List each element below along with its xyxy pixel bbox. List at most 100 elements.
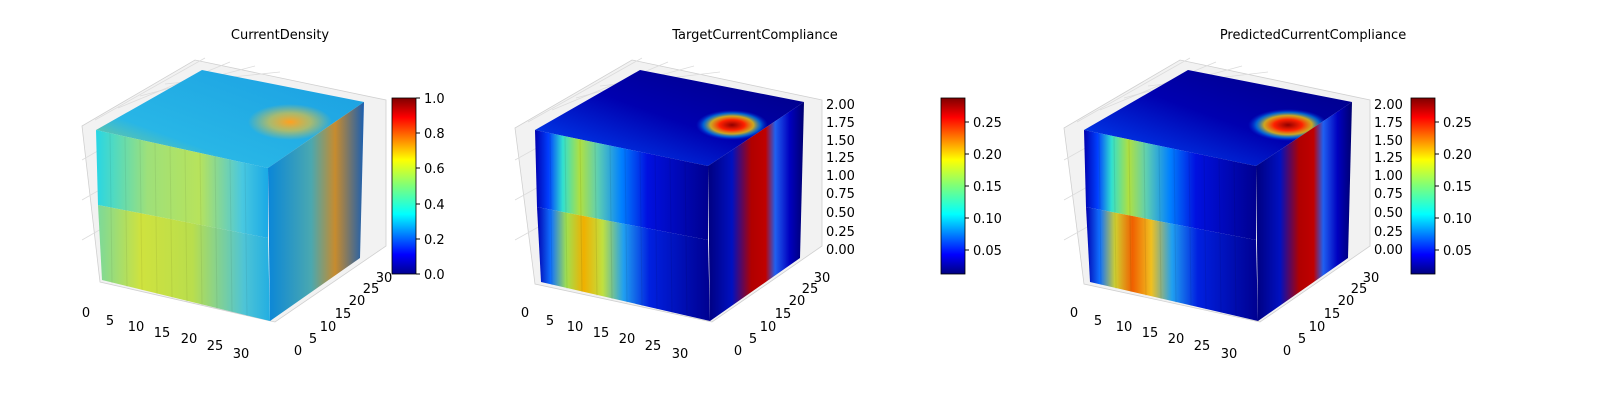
subplot-title: CurrentDensity <box>231 28 330 43</box>
top-face-hotspot <box>696 110 768 140</box>
colorbar-tick: 0.10 <box>1443 212 1472 227</box>
y-tick: 5 <box>1298 332 1306 347</box>
x-tick: 30 <box>672 347 689 362</box>
x-tick: 20 <box>181 332 198 347</box>
x-tick: 5 <box>106 314 114 329</box>
y-tick: 10 <box>320 320 337 335</box>
z-tick: 0.00 <box>1374 243 1403 258</box>
x-tick: 10 <box>128 320 145 335</box>
voxel-edges <box>1098 132 1237 317</box>
y-tick: 10 <box>1309 320 1326 335</box>
y-tick: 15 <box>335 307 352 322</box>
colorbar-gradient <box>391 97 417 275</box>
voxel-edges <box>109 132 248 317</box>
colorbar-tick: 0.15 <box>1443 180 1472 195</box>
colorbar-tick: 0.0 <box>424 268 445 283</box>
subplot-title: TargetCurrentCompliance <box>671 28 838 43</box>
y-tick: 15 <box>775 307 792 322</box>
colorbar-tick: 0.4 <box>424 198 445 213</box>
z-tick: 1.00 <box>826 169 855 184</box>
y-tick: 25 <box>363 282 380 297</box>
colorbar-gradient <box>1410 97 1436 275</box>
subplot-current-density: CurrentDensity 0 5 10 15 20 <box>81 28 445 362</box>
subplot-predicted-current-compliance: PredictedCurrentCompliance 0 5 10 15 20 … <box>1063 28 1472 362</box>
z-tick-labels: 0.00 0.25 0.50 0.75 1.00 1.25 1.50 1.75 … <box>826 98 855 258</box>
y-tick: 10 <box>760 320 777 335</box>
x-tick: 25 <box>645 339 662 354</box>
x-tick: 10 <box>567 320 584 335</box>
x-tick: 15 <box>1142 326 1159 341</box>
z-tick: 2.00 <box>826 98 855 113</box>
y-tick-labels: 0 5 10 15 20 25 30 <box>734 271 830 359</box>
y-tick: 15 <box>1324 307 1341 322</box>
side-face <box>268 102 364 321</box>
z-tick: 1.25 <box>826 151 855 166</box>
front-face-upper <box>1084 130 1256 240</box>
top-face <box>535 70 804 166</box>
z-tick-labels: 0.00 0.25 0.50 0.75 1.00 1.25 1.50 1.75 … <box>1374 98 1403 258</box>
front-face-upper <box>535 130 708 240</box>
colorbar-tick: 0.05 <box>1443 244 1472 259</box>
top-face-hotspot <box>248 104 332 140</box>
x-tick-labels: 0 5 10 15 20 25 30 <box>521 306 688 362</box>
y-tick: 30 <box>814 271 831 286</box>
y-tick: 25 <box>1351 282 1368 297</box>
x-tick: 0 <box>1070 306 1078 321</box>
x-tick: 20 <box>1168 332 1185 347</box>
x-tick-labels: 0 5 10 15 20 25 30 <box>1070 306 1237 362</box>
z-tick: 0.25 <box>1374 225 1403 240</box>
y-tick: 20 <box>1338 294 1355 309</box>
z-tick: 2.00 <box>1374 98 1403 113</box>
z-tick: 0.50 <box>1374 206 1403 221</box>
colorbar-gradient <box>940 97 966 275</box>
colorbar-tick: 0.2 <box>424 233 445 248</box>
front-face-lower <box>537 207 710 321</box>
z-tick: 1.00 <box>1374 169 1403 184</box>
top-face <box>1084 70 1352 166</box>
z-tick: 0.75 <box>826 187 855 202</box>
z-tick: 0.50 <box>826 206 855 221</box>
z-tick: 0.75 <box>1374 187 1403 202</box>
z-tick: 1.25 <box>1374 151 1403 166</box>
y-tick: 25 <box>802 282 819 297</box>
x-tick: 30 <box>1221 347 1238 362</box>
y-tick: 5 <box>749 332 757 347</box>
y-tick: 0 <box>294 344 302 359</box>
x-tick: 25 <box>207 339 224 354</box>
x-tick: 30 <box>233 347 250 362</box>
y-tick: 0 <box>734 344 742 359</box>
front-face-lower <box>98 205 270 321</box>
y-tick-labels: 0 5 10 15 20 25 30 <box>1283 271 1379 359</box>
z-tick: 0.25 <box>826 225 855 240</box>
x-tick: 20 <box>619 332 636 347</box>
x-tick: 15 <box>593 326 610 341</box>
x-tick: 25 <box>1194 339 1211 354</box>
front-face-lower <box>1086 207 1258 321</box>
colorbar: 0.0 0.2 0.4 0.6 0.8 1.0 <box>391 92 445 283</box>
colorbar: 0.05 0.10 0.15 0.20 0.25 <box>1410 97 1472 275</box>
y-tick: 30 <box>376 271 393 286</box>
x-tick: 0 <box>82 306 90 321</box>
z-tick: 1.75 <box>826 116 855 131</box>
colorbar-tick: 0.05 <box>973 244 1002 259</box>
colorbar-tick: 0.10 <box>973 212 1002 227</box>
y-tick: 20 <box>349 294 366 309</box>
x-tick: 5 <box>1094 314 1102 329</box>
colorbar-tick: 0.20 <box>973 148 1002 163</box>
y-tick-labels: 0 5 10 15 20 25 30 <box>294 271 392 359</box>
colorbar: 0.05 0.10 0.15 0.20 0.25 <box>940 97 1002 275</box>
y-tick: 0 <box>1283 344 1291 359</box>
y-tick: 5 <box>309 332 317 347</box>
z-tick: 1.75 <box>1374 116 1403 131</box>
colorbar-tick: 0.25 <box>1443 116 1472 131</box>
x-tick-labels: 0 5 10 15 20 25 30 <box>82 306 249 362</box>
side-face <box>708 102 804 321</box>
z-tick: 1.50 <box>1374 134 1403 149</box>
colorbar-tick: 0.6 <box>424 162 445 177</box>
x-tick: 10 <box>1116 320 1133 335</box>
subplot-target-current-compliance: TargetCurrentCompliance 0 5 10 15 20 25 <box>514 28 1002 362</box>
x-tick: 5 <box>546 314 554 329</box>
colorbar-tick: 0.25 <box>973 116 1002 131</box>
x-tick: 15 <box>154 326 171 341</box>
